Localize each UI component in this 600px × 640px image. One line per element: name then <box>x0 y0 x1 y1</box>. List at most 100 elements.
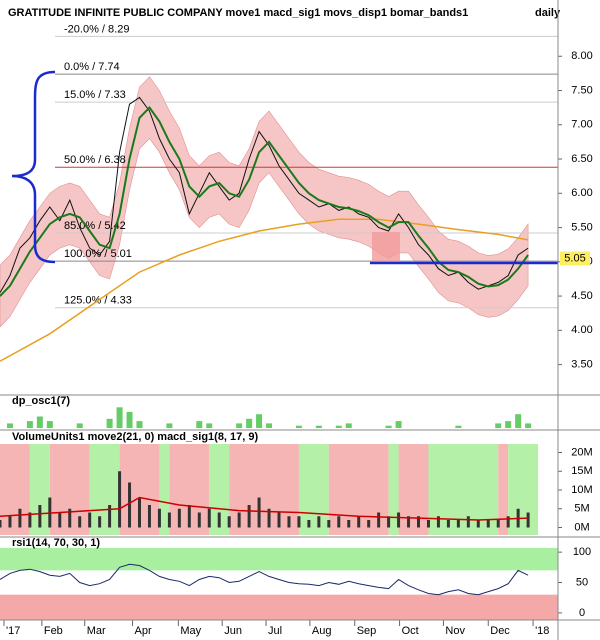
osc-bar <box>256 414 263 428</box>
osc-bar <box>295 425 302 428</box>
y-tick-label: 6.00 <box>571 187 592 199</box>
osc-bar <box>116 407 123 428</box>
volume-bar <box>476 520 480 528</box>
price-marker <box>560 251 590 266</box>
volume-bar <box>207 508 211 528</box>
volume-bar <box>257 497 261 528</box>
signal-region <box>159 444 170 535</box>
x-tick-label: Oct <box>402 625 419 637</box>
y-tick-label: 0M <box>574 521 589 533</box>
signal-region <box>229 444 299 535</box>
panel-title: VolumeUnits1 move2(21, 0) macd_sig1(8, 1… <box>12 431 259 443</box>
volume-bar <box>38 505 42 528</box>
volume-bar <box>0 520 2 528</box>
volume-bar <box>98 516 102 528</box>
level-label: 15.0% / 7.33 <box>64 89 126 101</box>
y-tick-label: 10M <box>571 484 592 496</box>
price-marker-label: 5.05 <box>564 252 585 264</box>
osc-bar <box>385 425 392 428</box>
volume-bar <box>227 516 231 528</box>
volume-average <box>0 496 529 521</box>
y-tick-label: 50 <box>576 576 588 588</box>
osc-bar <box>515 414 522 428</box>
y-tick-label: 5.50 <box>571 221 592 233</box>
volume-bar <box>526 512 530 528</box>
x-tick-label: Feb <box>44 625 63 637</box>
signal-region <box>508 444 539 535</box>
signal-region <box>29 444 50 535</box>
volume-bar <box>486 520 490 528</box>
y-tick-label: 0 <box>579 607 585 619</box>
osc-bar <box>76 423 83 428</box>
y-tick-label: 4.50 <box>571 290 592 302</box>
osc-bar <box>246 418 253 428</box>
rsi-line <box>0 563 529 596</box>
y-tick-label: 15M <box>571 465 592 477</box>
signal-region <box>388 444 399 535</box>
level-label: 85.0% / 5.42 <box>64 220 126 232</box>
volume-bar <box>287 516 291 528</box>
volume-bar <box>456 520 460 528</box>
osc-bar <box>505 421 512 428</box>
y-tick-label: 7.50 <box>571 84 592 96</box>
drawn-brace <box>11 70 56 264</box>
panel-title: dp_osc1(7) <box>12 395 70 407</box>
volume-bar <box>387 516 391 528</box>
x-tick-label: Dec <box>490 625 510 637</box>
rsi-band <box>0 594 558 621</box>
y-tick-label: 8.00 <box>571 50 592 62</box>
volume-bar <box>317 516 321 528</box>
volume-bar <box>8 516 12 528</box>
volume-bar <box>237 512 241 528</box>
volume-bar <box>28 512 32 528</box>
x-tick-label: '18 <box>535 625 549 637</box>
y-tick-label: 5M <box>574 503 589 515</box>
osc-bar <box>266 423 273 428</box>
volume-bar <box>157 508 161 528</box>
osc-bar <box>395 421 402 428</box>
interval: daily <box>535 7 561 19</box>
volume-bar <box>357 516 361 528</box>
level-label: 50.0% / 6.38 <box>64 154 126 166</box>
volume-bar <box>446 520 450 528</box>
volume-bar <box>217 512 221 528</box>
volume-bar <box>377 512 381 528</box>
osc-bar <box>136 421 143 428</box>
osc-bar <box>6 423 13 428</box>
y-tick-label: 3.50 <box>571 358 592 370</box>
osc-bar <box>36 416 43 428</box>
x-tick-label: Apr <box>135 625 152 637</box>
osc-bar <box>345 423 352 428</box>
volume-bar <box>167 512 171 528</box>
volume-bar <box>297 516 301 528</box>
volume-bar <box>337 516 341 528</box>
volume-bar <box>267 508 271 528</box>
volume-bar <box>68 508 72 528</box>
chart-title: GRATITUDE INFINITE PUBLIC COMPANY move1 … <box>8 7 468 19</box>
y-tick-label: 100 <box>573 546 591 558</box>
volume-bar <box>187 505 191 528</box>
signal-region <box>398 444 429 535</box>
volume-bar <box>466 516 470 528</box>
osc-bar <box>106 418 113 428</box>
x-tick-label: '17 <box>6 625 20 637</box>
volume-bar <box>58 512 62 528</box>
osc-bar <box>495 423 502 428</box>
volume-bar <box>436 516 440 528</box>
volume-bar <box>18 508 22 528</box>
volume-bar <box>108 505 112 528</box>
y-tick-label: 6.50 <box>571 153 592 165</box>
volume-bar <box>407 516 411 528</box>
slow-ma <box>0 218 529 362</box>
volume-bar <box>88 512 92 528</box>
osc-bar <box>455 425 462 428</box>
osc-bar <box>236 423 243 428</box>
level-label: 0.0% / 7.74 <box>64 61 120 73</box>
osc-bar <box>525 423 532 428</box>
y-tick-label: 4.00 <box>571 324 592 336</box>
x-tick-label: Mar <box>87 625 106 637</box>
volume-bar <box>118 471 122 528</box>
x-tick-label: May <box>180 625 201 637</box>
volume-bar <box>496 520 500 528</box>
osc-bar <box>26 421 33 428</box>
